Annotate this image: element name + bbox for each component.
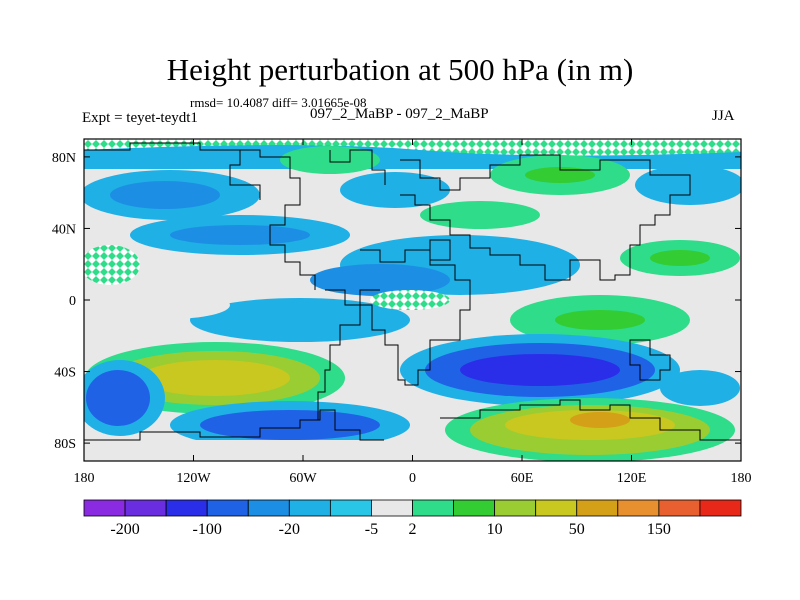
colorbar-label: 2 bbox=[409, 521, 417, 538]
lat-tick-label: 0 bbox=[69, 294, 76, 309]
colorbar-box bbox=[535, 499, 578, 517]
colorbar-label: 50 bbox=[569, 521, 585, 538]
plot-title: Height perturbation at 500 hPa (in m) bbox=[166, 52, 634, 87]
colorbar-label: -20 bbox=[279, 521, 300, 538]
colorbar-box bbox=[494, 499, 537, 517]
coastline-outlines bbox=[84, 142, 741, 441]
lat-tick-label: 80N bbox=[52, 151, 76, 166]
lat-tick-label: 40N bbox=[52, 222, 76, 237]
colorbar-label: -100 bbox=[193, 521, 222, 538]
lon-tick-label: 120E bbox=[617, 471, 647, 486]
colorbar-box bbox=[412, 499, 454, 517]
lat-tick-label: 80S bbox=[54, 437, 76, 452]
stats-line: rmsd= 10.4087 diff= 3.01665e-08 bbox=[190, 95, 367, 110]
lon-tick-label: 180 bbox=[731, 471, 752, 486]
colorbar-box bbox=[576, 499, 619, 517]
colorbar-box bbox=[453, 499, 496, 517]
comparison-label: 097_2_MaBP - 097_2_MaBP bbox=[310, 106, 489, 122]
colorbar-box bbox=[165, 499, 208, 517]
lon-tick-label: 180 bbox=[74, 471, 95, 486]
colorbar-label: 150 bbox=[647, 521, 671, 538]
colorbar-box bbox=[371, 499, 413, 517]
height-field bbox=[84, 139, 741, 461]
colorbar-box bbox=[288, 499, 331, 517]
colorbar-label: -200 bbox=[110, 521, 139, 538]
lon-tick-label: 60W bbox=[289, 471, 317, 486]
longitude-axis: 180 120W 60W 0 60E 120E 180 bbox=[74, 139, 752, 486]
colorbar-label: -5 bbox=[365, 521, 378, 538]
colorbar: -200 -100 -20 -5 2 10 50 150 bbox=[83, 499, 742, 538]
latitude-axis: 80N 40N 0 40S 80S bbox=[52, 151, 741, 452]
season-label: JJA bbox=[712, 108, 735, 124]
colorbar-box bbox=[617, 499, 660, 517]
lon-tick-label: 60E bbox=[511, 471, 534, 486]
lon-tick-label: 0 bbox=[409, 471, 416, 486]
lat-tick-label: 40S bbox=[54, 366, 76, 381]
colorbar-box bbox=[699, 499, 742, 517]
colorbar-box bbox=[247, 499, 290, 517]
colorbar-label: 10 bbox=[487, 521, 503, 538]
colorbar-box bbox=[329, 499, 372, 517]
colorbar-box bbox=[124, 499, 167, 517]
experiment-label: Expt = teyet-teydt1 bbox=[82, 110, 198, 126]
colorbar-box bbox=[658, 499, 701, 517]
colorbar-box bbox=[206, 499, 249, 517]
lon-tick-label: 120W bbox=[176, 471, 211, 486]
colorbar-box bbox=[83, 499, 126, 517]
